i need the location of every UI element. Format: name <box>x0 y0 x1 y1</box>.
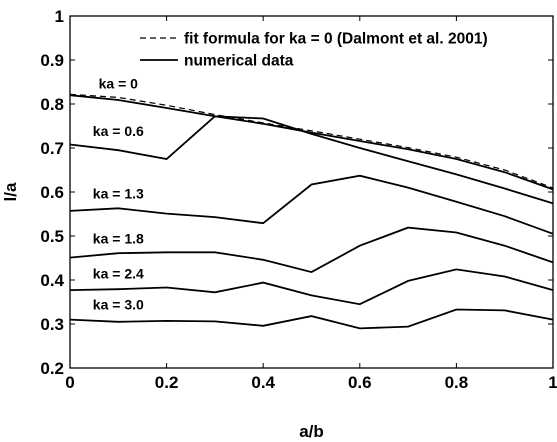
y-tick-label-3: 0.5 <box>40 227 64 246</box>
series-line-5 <box>69 268 554 306</box>
series-line-0 <box>69 93 554 189</box>
curve-label-2: ka = 0.6 <box>93 123 144 139</box>
curve-label-6: ka = 3.0 <box>93 297 144 313</box>
x-tick-label-1: 0.2 <box>155 373 179 392</box>
y-tick-label-8: 1 <box>55 7 64 26</box>
x-tick-label-4: 0.8 <box>445 373 469 392</box>
curve-label-5: ka = 2.4 <box>93 266 144 282</box>
series-line-4 <box>69 226 554 274</box>
y-tick-label-1: 0.3 <box>40 315 64 334</box>
x-tick-label-3: 0.6 <box>348 373 372 392</box>
legend-label-0: fit formula for ka = 0 (Dalmont et al. 2… <box>184 31 488 48</box>
curve-label-1: ka = 0 <box>99 76 139 92</box>
y-tick-label-4: 0.6 <box>40 183 64 202</box>
curve-label-4: ka = 1.8 <box>93 231 144 247</box>
curve-label-3: ka = 1.3 <box>93 186 144 202</box>
x-tick-label-2: 0.4 <box>251 373 275 392</box>
x-axis-title: a/b <box>299 422 324 441</box>
x-tick-label-0: 0 <box>65 373 74 392</box>
series-line-3 <box>69 174 554 235</box>
plot-area: ka = 0 ka = 0.6 ka = 1.3 ka = 1.8 ka = 2.4 ka… <box>69 76 554 330</box>
y-axis-title: l/a <box>1 182 20 201</box>
axes: 0 0.2 0.4 0.6 0.8 10.20.30.40.50.60.70.80.91a… <box>1 7 557 441</box>
y-tick-label-5: 0.7 <box>40 139 64 158</box>
legend: fit formula for ka = 0 (Dalmont et al. 2… <box>140 31 488 70</box>
y-tick-label-7: 0.9 <box>40 51 64 70</box>
legend-label-1: numerical data <box>184 53 294 70</box>
series-line-1 <box>69 94 554 191</box>
x-tick-label-5: 1 <box>548 373 557 392</box>
series-line-6 <box>69 308 554 330</box>
y-tick-label-0: 0.2 <box>40 359 64 378</box>
y-tick-label-6: 0.8 <box>40 95 64 114</box>
series-line-2 <box>69 115 554 205</box>
y-tick-label-2: 0.4 <box>40 271 64 290</box>
